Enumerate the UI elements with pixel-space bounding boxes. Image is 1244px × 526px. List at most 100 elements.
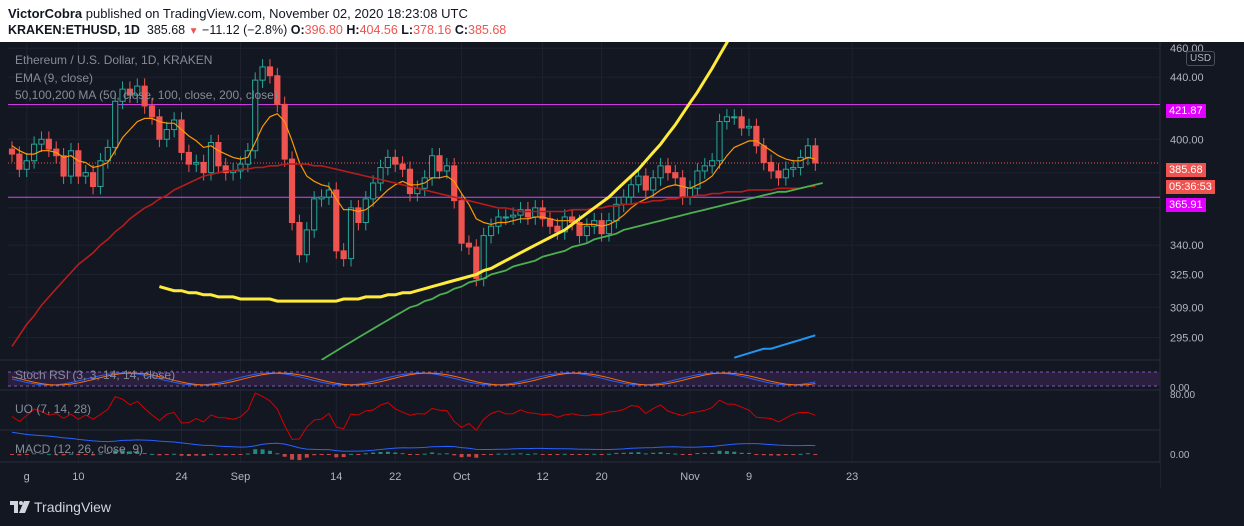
macd-histogram-bar bbox=[459, 454, 464, 458]
candle-body bbox=[436, 155, 443, 172]
x-tick-label: Nov bbox=[680, 471, 700, 483]
macd-histogram-bar bbox=[555, 454, 560, 455]
candle-body bbox=[288, 158, 296, 223]
y-tick-label: 460.00 bbox=[1170, 43, 1204, 55]
macd-histogram-bar bbox=[481, 454, 486, 455]
x-tick-label: 10 bbox=[72, 471, 84, 483]
candle-body bbox=[347, 207, 355, 260]
candle-body bbox=[119, 88, 126, 102]
macd-histogram-bar bbox=[363, 453, 368, 455]
macd-histogram-bar bbox=[378, 451, 383, 454]
macd-histogram-bar bbox=[710, 452, 715, 454]
candle-body bbox=[340, 250, 347, 260]
x-tick-label: Sep bbox=[231, 471, 251, 483]
ma100-line bbox=[321, 182, 823, 360]
macd-histogram-bar bbox=[238, 454, 243, 455]
indicator-axis-label: 80.00 bbox=[1170, 390, 1195, 401]
candle-body bbox=[554, 225, 561, 233]
candle-body bbox=[259, 66, 266, 81]
legend-title: Ethereum / U.S. Dollar, 1D, KRAKEN bbox=[15, 53, 213, 67]
candle-body bbox=[635, 175, 642, 186]
macd-histogram-bar bbox=[776, 454, 781, 456]
candle-body bbox=[126, 88, 134, 96]
tradingview-brand[interactable]: TradingView bbox=[34, 499, 112, 515]
candle-body bbox=[222, 165, 229, 174]
candle-body bbox=[193, 161, 200, 165]
macd-histogram-bar bbox=[577, 454, 582, 455]
candle-body bbox=[451, 165, 458, 202]
legend-ema[interactable]: EMA (9, close) bbox=[15, 70, 94, 85]
author-name[interactable]: VictorCobra bbox=[8, 6, 83, 21]
macd-histogram-bar bbox=[452, 454, 457, 456]
candle-body bbox=[370, 182, 377, 200]
candle-body bbox=[60, 155, 67, 177]
candle-body bbox=[782, 168, 789, 179]
macd-histogram-bar bbox=[511, 453, 516, 455]
candle-body bbox=[561, 216, 568, 233]
macd-histogram-bar bbox=[548, 454, 553, 455]
macd-histogram-bar bbox=[24, 454, 29, 455]
macd-histogram-bar bbox=[754, 454, 759, 455]
candle-body bbox=[546, 218, 554, 227]
candle-body bbox=[458, 200, 465, 244]
macd-histogram-bar bbox=[614, 452, 619, 454]
candle-body bbox=[745, 125, 753, 129]
macd-histogram-bar bbox=[216, 454, 221, 456]
uo-label: UO (7, 14, 28) bbox=[15, 402, 91, 416]
candle-body bbox=[428, 155, 436, 179]
candle-body bbox=[701, 165, 708, 172]
candle-body bbox=[97, 160, 104, 188]
macd-histogram-bar bbox=[415, 454, 420, 455]
candle-body bbox=[812, 145, 819, 164]
macd-histogram-bar bbox=[680, 454, 685, 455]
macd-histogram-bar bbox=[430, 452, 435, 454]
candle-body bbox=[274, 75, 281, 105]
y-tick-label: 309.00 bbox=[1170, 302, 1204, 314]
y-tick-label: 400.00 bbox=[1170, 134, 1204, 146]
symbol-label: KRAKEN:ETHUSD, 1D bbox=[8, 23, 140, 37]
macd-histogram-bar bbox=[791, 454, 796, 455]
price-chart[interactable]: Stoch RSI (3, 3, 14, 14, close) UO (7, 14… bbox=[0, 42, 1244, 488]
macd-histogram-bar bbox=[32, 453, 37, 455]
candle-body bbox=[163, 129, 170, 140]
legend-ma[interactable]: 50,100,200 MA (50, close, 100, close, 20… bbox=[15, 88, 278, 102]
candle-body bbox=[576, 221, 583, 237]
candle-body bbox=[31, 143, 38, 162]
macd-histogram-bar bbox=[61, 454, 66, 456]
candle-body bbox=[318, 196, 325, 200]
macd-histogram-bar bbox=[643, 453, 648, 455]
x-tick-label: 23 bbox=[846, 471, 858, 483]
macd-histogram-bar bbox=[223, 454, 228, 456]
macd-histogram-bar bbox=[673, 453, 678, 455]
candle-body bbox=[804, 145, 812, 158]
macd-histogram-bar bbox=[518, 453, 523, 455]
macd-histogram-bar bbox=[290, 454, 295, 460]
candle-body bbox=[731, 116, 738, 119]
publish-info: VictorCobra published on TradingView.com… bbox=[8, 6, 468, 21]
support-price-tag: 365.91 bbox=[1166, 198, 1206, 212]
candle-body bbox=[178, 119, 185, 153]
macd-histogram-bar bbox=[356, 454, 361, 455]
candle-body bbox=[495, 216, 502, 227]
candle-body bbox=[185, 151, 192, 165]
x-tick-label: Oct bbox=[453, 471, 470, 483]
x-tick-label: 22 bbox=[389, 471, 401, 483]
macd-histogram-bar bbox=[636, 452, 641, 454]
countdown-tag: 05:36:53 bbox=[1166, 180, 1215, 194]
macd-histogram-bar bbox=[113, 450, 118, 454]
macd-histogram-bar bbox=[297, 454, 302, 461]
macd-histogram-bar bbox=[201, 454, 206, 456]
tradingview-logo-icon[interactable] bbox=[10, 501, 30, 513]
macd-histogram-bar bbox=[584, 454, 589, 455]
candle-body bbox=[768, 161, 775, 172]
y-tick-label: 440.00 bbox=[1170, 72, 1204, 84]
macd-histogram-bar bbox=[688, 454, 693, 455]
macd-histogram-bar bbox=[253, 449, 258, 454]
change-value: −11.12 (−2.8%) bbox=[202, 23, 288, 37]
currency-badge[interactable]: USD bbox=[1186, 51, 1216, 66]
high-label: H: bbox=[346, 23, 360, 37]
symbol-ohlc: KRAKEN:ETHUSD, 1D 385.68 ▼ −11.12 (−2.8%… bbox=[8, 23, 506, 37]
footer: TradingView bbox=[0, 488, 1244, 526]
macd-histogram-bar bbox=[68, 453, 73, 455]
macd-histogram-bar bbox=[267, 450, 272, 454]
